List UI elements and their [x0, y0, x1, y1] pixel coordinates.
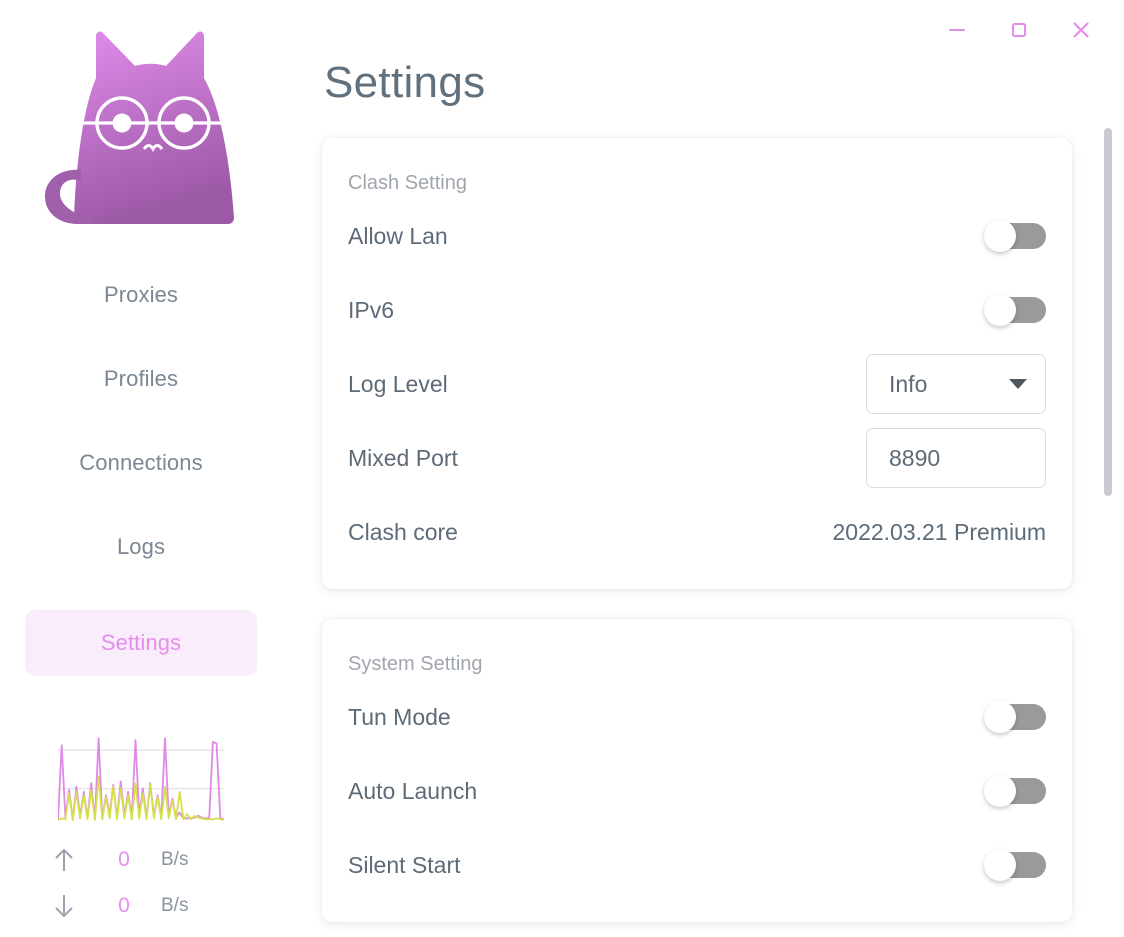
- setting-label: Clash core: [348, 518, 458, 545]
- maximize-button[interactable]: [1002, 13, 1036, 47]
- setting-row-mixed-port: Mixed Port 8890: [348, 421, 1046, 495]
- sidebar-nav: Proxies Profiles Connections Logs Settin…: [25, 274, 257, 676]
- upload-rate-unit: B/s: [161, 849, 189, 870]
- sidebar-item-settings[interactable]: Settings: [25, 610, 257, 676]
- tun-mode-toggle[interactable]: [984, 701, 1046, 733]
- setting-label: IPv6: [348, 296, 395, 323]
- scrollbar-thumb[interactable]: [1104, 128, 1112, 496]
- ipv6-toggle[interactable]: [984, 294, 1046, 326]
- auto-launch-toggle[interactable]: [984, 775, 1046, 807]
- setting-label: Allow Lan: [348, 222, 448, 249]
- clash-setting-card: Clash Setting Allow Lan IPv6 Log Level: [322, 138, 1072, 589]
- sidebar: Proxies Profiles Connections Logs Settin…: [0, 0, 282, 937]
- setting-label: Auto Launch: [348, 777, 478, 804]
- maximize-icon: [1007, 18, 1031, 42]
- traffic-chart-svg: [58, 737, 224, 821]
- close-button[interactable]: [1064, 13, 1098, 47]
- toggle-knob: [984, 775, 1016, 807]
- toggle-knob: [984, 701, 1016, 733]
- sidebar-item-label: Settings: [100, 630, 182, 655]
- sidebar-item-label: Logs: [116, 534, 166, 559]
- toggle-knob: [984, 294, 1016, 326]
- sidebar-item-label: Proxies: [103, 282, 179, 307]
- chevron-down-icon: [1009, 379, 1027, 389]
- setting-row-auto-launch: Auto Launch: [348, 754, 1046, 828]
- main-content: Settings Clash Setting Allow Lan IPv6 Lo…: [282, 0, 1124, 937]
- silent-start-toggle[interactable]: [984, 849, 1046, 881]
- sidebar-item-proxies[interactable]: Proxies: [25, 274, 257, 316]
- log-level-value: Info: [889, 370, 928, 397]
- arrow-up-icon: [41, 845, 87, 875]
- setting-label: Mixed Port: [348, 444, 458, 471]
- sidebar-item-profiles[interactable]: Profiles: [25, 358, 257, 400]
- setting-row-clash-core: Clash core 2022.03.21 Premium: [348, 495, 1046, 569]
- setting-label: Tun Mode: [348, 703, 451, 730]
- toggle-knob: [984, 849, 1016, 881]
- close-icon: [1068, 17, 1094, 43]
- clash-core-version: 2022.03.21 Premium: [832, 518, 1046, 545]
- setting-row-ipv6: IPv6: [348, 273, 1046, 347]
- traffic-widget: 0 B/s 0 B/s: [0, 729, 282, 929]
- sidebar-item-connections[interactable]: Connections: [25, 442, 257, 484]
- setting-row-silent-start: Silent Start: [348, 828, 1046, 902]
- minimize-button[interactable]: [940, 13, 974, 47]
- setting-row-log-level: Log Level Info: [348, 347, 1046, 421]
- sidebar-item-label: Profiles: [103, 366, 179, 391]
- upload-rate-row: 0 B/s: [41, 837, 241, 883]
- toggle-knob: [984, 220, 1016, 252]
- card-title: System Setting: [348, 653, 483, 675]
- traffic-rates: 0 B/s 0 B/s: [41, 837, 241, 929]
- download-rate-row: 0 B/s: [41, 883, 241, 929]
- system-setting-card: System Setting Tun Mode Auto Launch Sile…: [322, 619, 1072, 922]
- log-level-select[interactable]: Info: [866, 354, 1046, 414]
- minimize-icon: [945, 18, 969, 42]
- traffic-chart: [58, 729, 224, 825]
- setting-row-allow-lan: Allow Lan: [348, 199, 1046, 273]
- sidebar-item-label: Connections: [79, 450, 203, 475]
- sidebar-item-logs[interactable]: Logs: [25, 526, 257, 568]
- scrollbar[interactable]: [1104, 0, 1114, 937]
- page-title: Settings: [324, 58, 486, 107]
- arrow-down-icon: [41, 891, 87, 921]
- allow-lan-toggle[interactable]: [984, 220, 1046, 252]
- setting-label: Log Level: [348, 370, 448, 397]
- setting-row-tun-mode: Tun Mode: [348, 680, 1046, 754]
- mixed-port-value: 8890: [889, 444, 941, 471]
- setting-label: Silent Start: [348, 851, 461, 878]
- card-title: Clash Setting: [348, 172, 467, 194]
- download-rate-value: 0: [118, 894, 130, 917]
- upload-rate-value: 0: [118, 848, 130, 871]
- cat-logo: [34, 22, 249, 230]
- download-rate-unit: B/s: [161, 895, 189, 916]
- window-titlebar: [904, 0, 1124, 60]
- mixed-port-input[interactable]: 8890: [866, 428, 1046, 488]
